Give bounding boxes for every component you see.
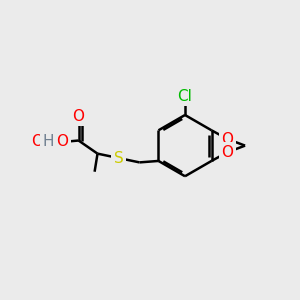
Text: H: H — [42, 134, 54, 149]
Text: OH: OH — [31, 134, 54, 149]
Text: O: O — [73, 109, 85, 124]
Text: O: O — [56, 134, 68, 149]
Text: S: S — [114, 151, 123, 166]
Text: O: O — [222, 145, 234, 160]
Text: O: O — [222, 132, 234, 147]
Text: Cl: Cl — [178, 88, 192, 104]
